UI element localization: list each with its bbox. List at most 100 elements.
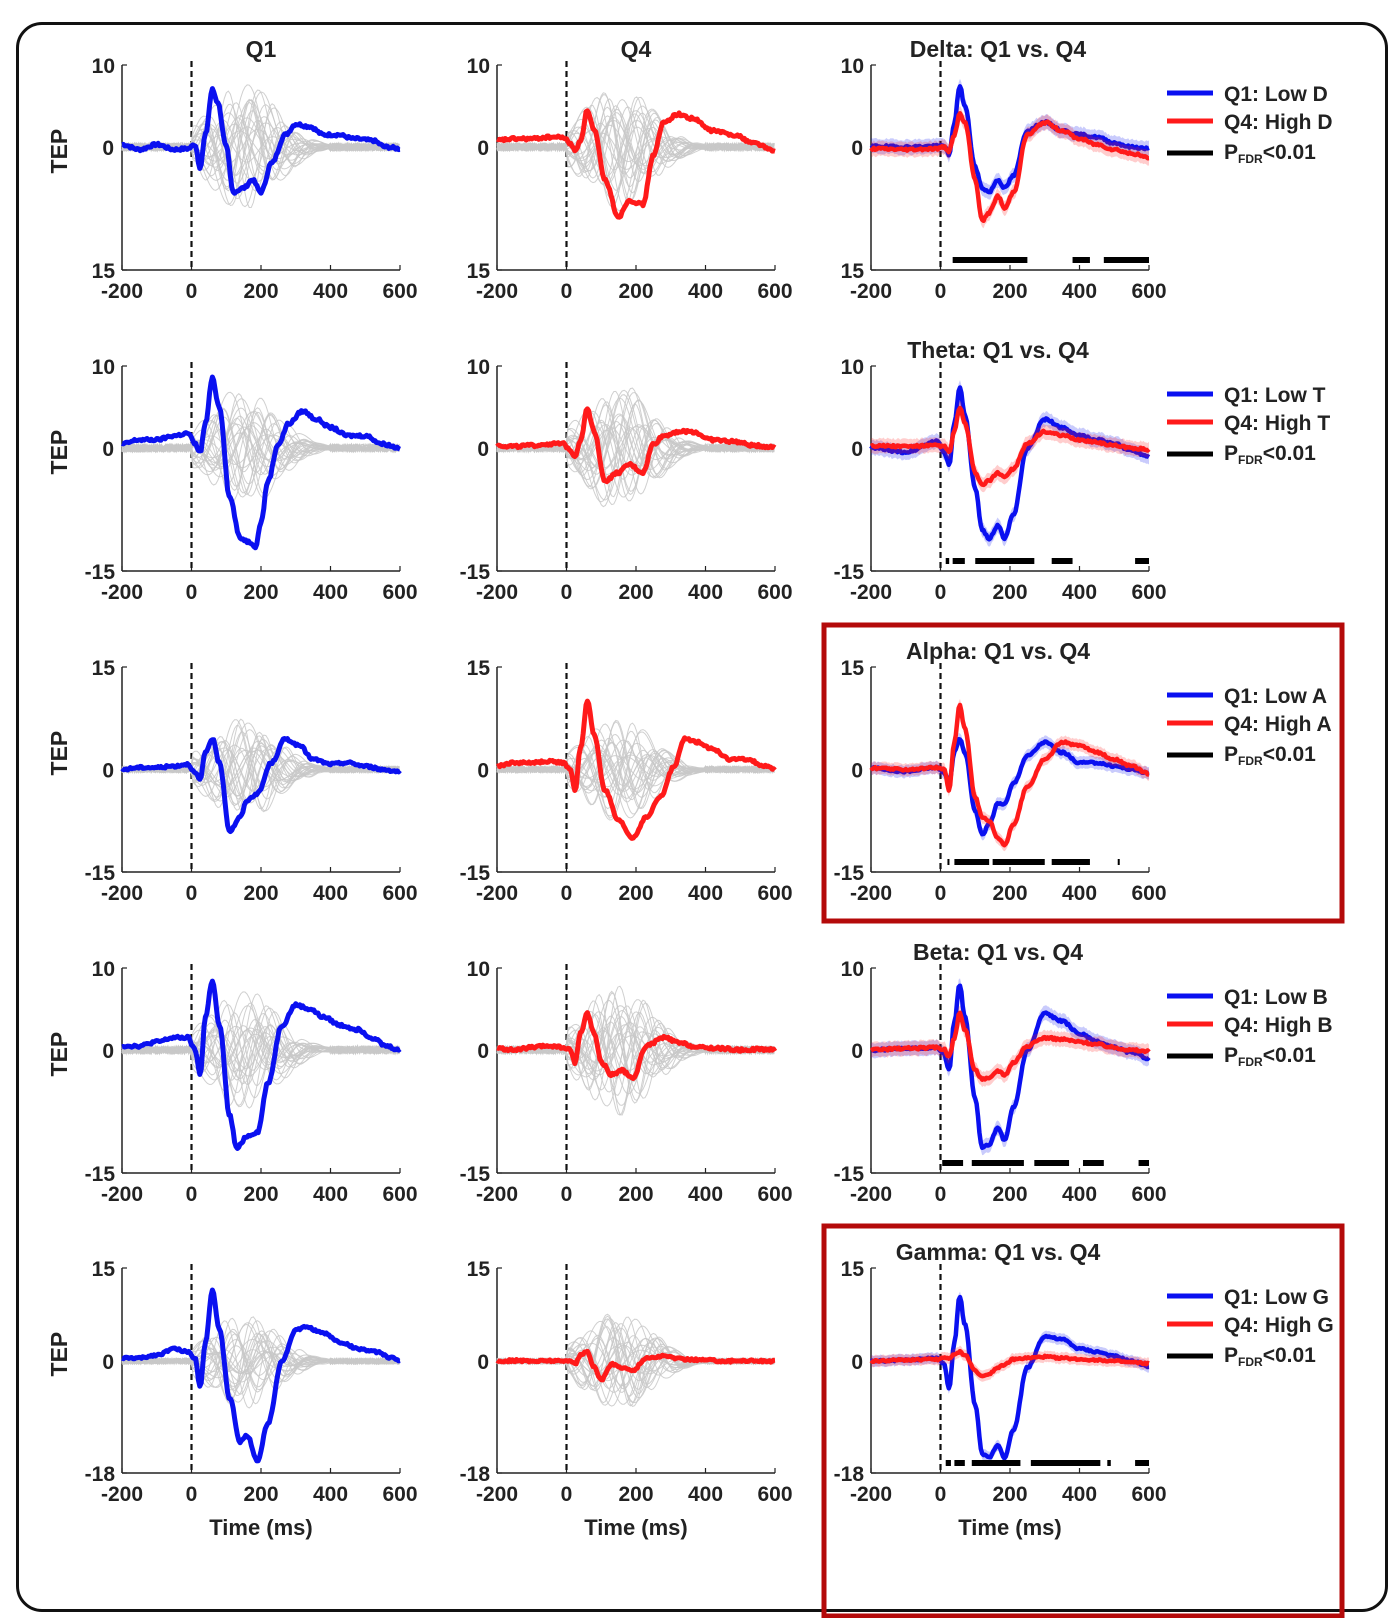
panel-title-delta: Delta: Q1 vs. Q4 <box>910 36 1087 62</box>
x-tick-label: -200 <box>476 581 518 604</box>
x-tick-label: -200 <box>850 280 892 303</box>
y-tick-label: 15 <box>92 657 116 680</box>
significance-bar <box>1034 1160 1070 1166</box>
x-tick-label: 200 <box>243 1483 278 1506</box>
legend-label-q4: Q4: High D <box>1224 111 1333 134</box>
y-tick-label: -18 <box>85 1463 116 1486</box>
y-tick-label: 0 <box>851 137 863 160</box>
legend-label-significance: PFDR<0.01 <box>1224 743 1316 768</box>
legend-label-significance: PFDR<0.01 <box>1224 141 1316 166</box>
x-tick-label: 400 <box>313 1483 348 1506</box>
y-axis-title: TEP <box>46 430 72 475</box>
y-tick-label: 0 <box>477 137 489 160</box>
y-tick-label: -15 <box>460 862 491 885</box>
x-tick-label: 600 <box>757 280 792 303</box>
x-tick-label: 600 <box>1131 882 1166 905</box>
y-tick-label: -15 <box>834 862 865 885</box>
x-tick-label: 400 <box>313 882 348 905</box>
x-tick-label: 400 <box>1062 1483 1097 1506</box>
x-tick-label: 600 <box>382 1483 417 1506</box>
q4-mean-trace <box>495 406 777 485</box>
individual-traces <box>121 991 400 1109</box>
x-tick-label: 0 <box>186 581 198 604</box>
individual-trace <box>496 730 775 810</box>
x-tick-label: 600 <box>757 882 792 905</box>
x-tick-label: 600 <box>1131 581 1166 604</box>
significance-bar <box>975 558 1035 564</box>
y-tick-label: 15 <box>92 260 116 283</box>
q1-contrast-trace <box>869 1294 1150 1461</box>
significance-bar <box>1135 1460 1149 1466</box>
y-tick-label: 0 <box>477 438 489 461</box>
x-tick-label: -200 <box>476 882 518 905</box>
highlight-box-alpha <box>821 622 1345 924</box>
legend-label-q1: Q1: Low D <box>1224 83 1328 106</box>
panel-beta-q1: -200 0 200 400 600 10 0 -15 TEP <box>46 958 418 1206</box>
significance-bar <box>942 1160 964 1166</box>
x-tick-label: -200 <box>101 581 143 604</box>
significance-bar <box>1051 558 1073 564</box>
y-tick-label: 0 <box>851 760 863 783</box>
significance-bar <box>1051 859 1090 865</box>
significance-bar <box>992 859 1045 865</box>
y-tick-label: 0 <box>102 1351 114 1374</box>
x-tick-label: -200 <box>101 882 143 905</box>
individual-trace <box>121 1034 400 1070</box>
x-tick-label: 0 <box>561 1183 573 1206</box>
panel-title-gamma: Gamma: Q1 vs. Q4 <box>896 1239 1101 1265</box>
x-tick-label: 0 <box>561 280 573 303</box>
significance-bar <box>1117 859 1120 865</box>
individual-trace <box>496 423 775 468</box>
x-tick-label: 0 <box>935 882 947 905</box>
y-tick-label: 15 <box>841 260 865 283</box>
y-tick-label: 10 <box>841 55 864 78</box>
y-tick-label: 10 <box>841 958 864 981</box>
x-tick-label: -200 <box>850 882 892 905</box>
x-tick-label: 200 <box>243 280 278 303</box>
y-tick-label: 15 <box>467 260 491 283</box>
y-tick-label: 0 <box>851 1040 863 1063</box>
x-tick-label: 0 <box>935 581 947 604</box>
x-tick-label: 0 <box>186 280 198 303</box>
x-tick-label: 600 <box>382 882 417 905</box>
significance-bar <box>954 1460 965 1466</box>
x-tick-label: 0 <box>561 882 573 905</box>
y-tick-label: -15 <box>85 1163 116 1186</box>
panel-title-beta: Beta: Q1 vs. Q4 <box>913 939 1083 965</box>
significance-bar <box>1082 1160 1104 1166</box>
legend-label-significance: PFDR<0.01 <box>1224 1344 1316 1369</box>
q4-mean-trace <box>495 108 777 220</box>
individual-trace <box>121 428 400 465</box>
x-tick-label: -200 <box>101 1483 143 1506</box>
x-tick-label: 400 <box>313 280 348 303</box>
x-tick-label: 400 <box>1062 1183 1097 1206</box>
q4-contrast-trace <box>869 405 1151 488</box>
x-tick-label: 400 <box>688 280 723 303</box>
individual-trace <box>496 96 775 208</box>
panel-title-alpha: Alpha: Q1 vs. Q4 <box>906 638 1090 664</box>
y-tick-label: -18 <box>834 1463 865 1486</box>
significance-bars <box>945 558 1149 564</box>
x-tick-label: 0 <box>935 280 947 303</box>
x-tick-label: 200 <box>992 280 1027 303</box>
q1-contrast-trace <box>869 84 1150 195</box>
panel-theta-q1: -200 0 200 400 600 10 0 -15 TEP <box>46 356 418 604</box>
x-tick-label: 600 <box>757 581 792 604</box>
individual-trace <box>121 1024 400 1085</box>
legend-label-significance: PFDR<0.01 <box>1224 442 1316 467</box>
significance-bar <box>1072 257 1090 263</box>
x-axis-title: Time (ms) <box>584 1515 688 1540</box>
individual-trace <box>121 99 400 192</box>
x-tick-label: 0 <box>561 1483 573 1506</box>
x-tick-label: 400 <box>688 1483 723 1506</box>
y-tick-label: 0 <box>102 137 114 160</box>
x-tick-label: 600 <box>382 280 417 303</box>
x-tick-label: -200 <box>850 1183 892 1206</box>
x-axis-title: Time (ms) <box>958 1515 1062 1540</box>
panel-gamma-contrast: -200 0 200 400 600 15 0 -18 Gamma: Q1 vs. Q4 Time… <box>821 1223 1345 1618</box>
individual-trace <box>496 1031 775 1074</box>
legend-theta: Q1: Low T Q4: High T PFDR<0.01 <box>1167 384 1330 467</box>
legend-alpha: Q1: Low A Q4: High A PFDR<0.01 <box>1167 685 1332 768</box>
x-tick-label: 400 <box>313 581 348 604</box>
x-tick-label: 200 <box>618 1483 653 1506</box>
